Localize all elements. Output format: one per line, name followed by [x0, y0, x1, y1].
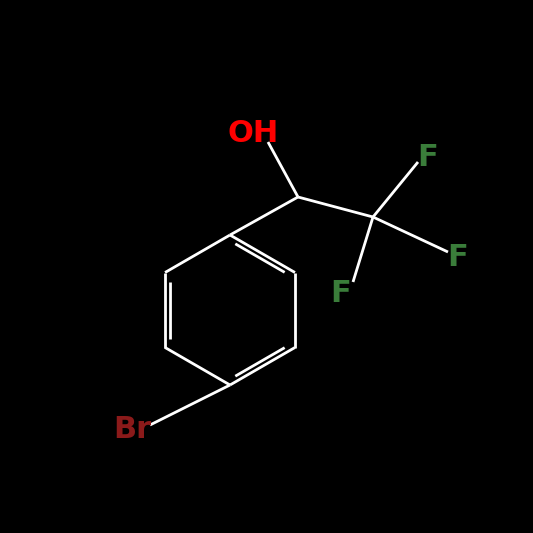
Text: F: F [418, 142, 438, 172]
Text: F: F [330, 279, 351, 309]
Text: F: F [448, 243, 469, 271]
Text: Br: Br [113, 416, 151, 445]
Text: OH: OH [228, 119, 279, 149]
